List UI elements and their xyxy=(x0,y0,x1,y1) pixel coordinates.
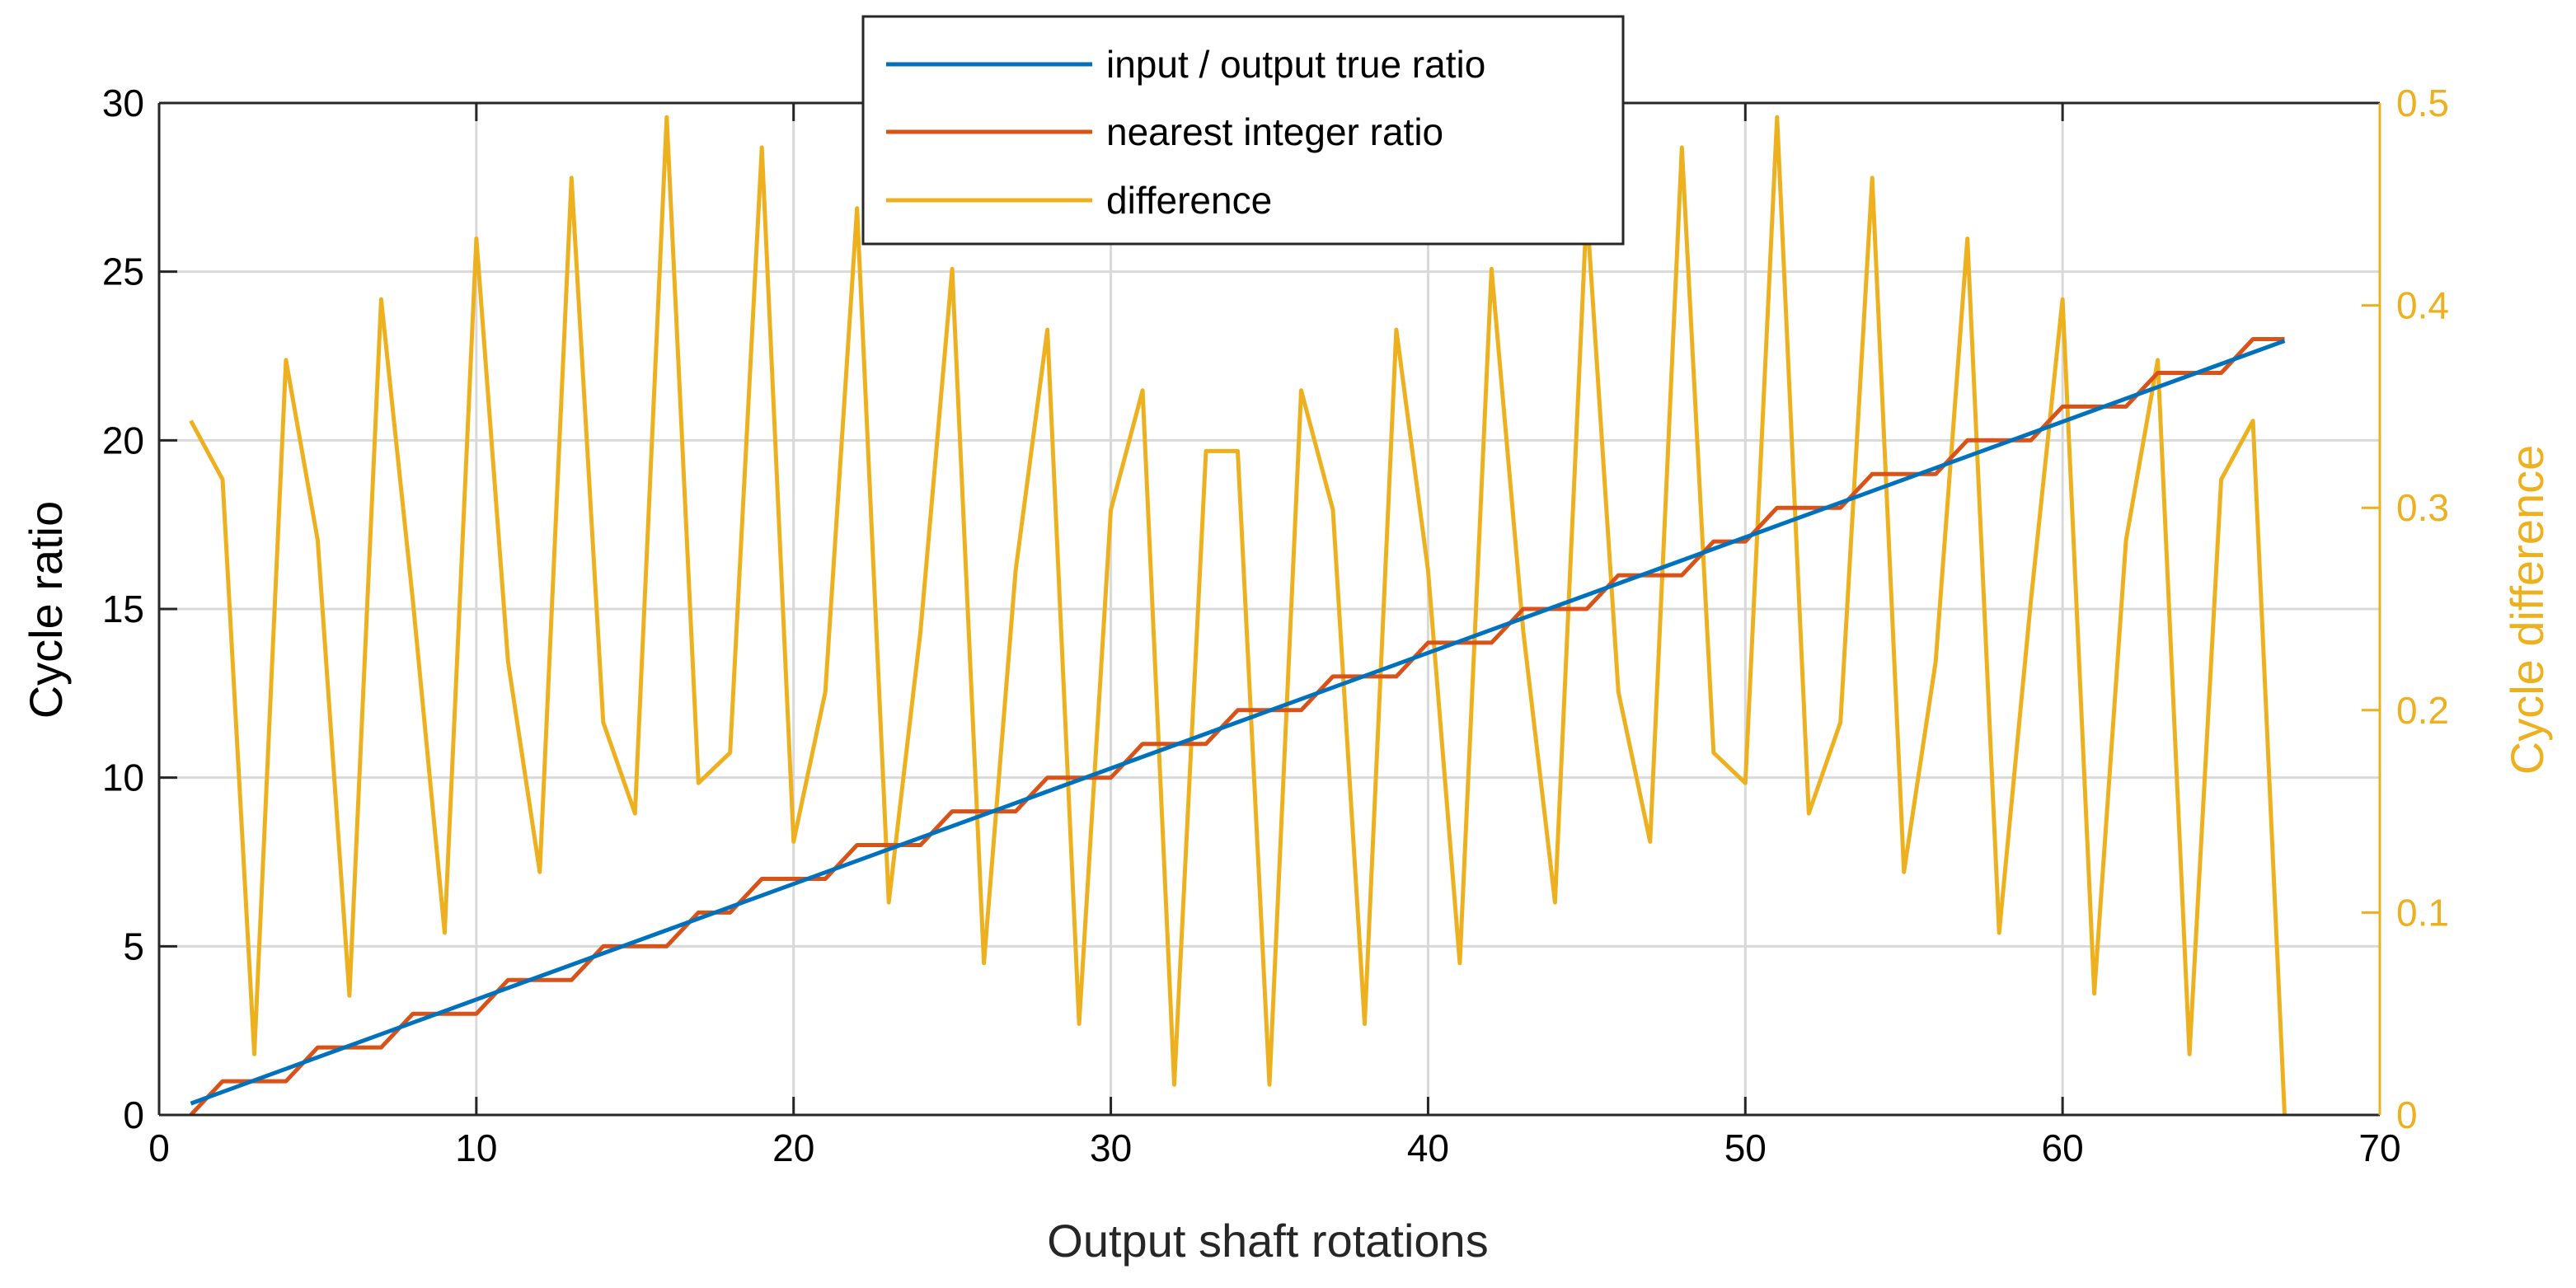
legend-label-difference: difference xyxy=(1106,179,1272,222)
y-left-tick-label: 30 xyxy=(102,82,144,124)
series-true-ratio-line xyxy=(190,339,2286,1106)
y-right-tick-label: 0.5 xyxy=(2396,82,2449,124)
series-difference-line xyxy=(189,115,2287,1116)
x-tick-label: 50 xyxy=(1724,1126,1767,1169)
y-right-tick-label: 0.3 xyxy=(2396,486,2449,529)
x-tick-label: 0 xyxy=(148,1126,170,1169)
legend: input / output true ratio nearest intege… xyxy=(861,15,1625,246)
y-right-tick-label: 0.4 xyxy=(2396,284,2449,327)
legend-label-true-ratio: input / output true ratio xyxy=(1106,43,1485,86)
x-tick-label: 70 xyxy=(2358,1126,2400,1169)
y-axis-right-title: Cycle difference xyxy=(2501,445,2553,775)
series-integer-ratio-line xyxy=(189,337,2285,1117)
y-right-tick-label: 0 xyxy=(2396,1094,2418,1136)
y-axis-left-title: Cycle ratio xyxy=(20,501,72,719)
y-left-tick-label: 10 xyxy=(102,756,144,799)
y-right-tick-label: 0.1 xyxy=(2396,891,2449,934)
series-layer xyxy=(189,115,2287,1117)
y-left-tick-label: 25 xyxy=(102,251,144,293)
x-axis-title: Output shaft rotations xyxy=(1047,1215,1488,1267)
x-tick-label: 10 xyxy=(455,1126,497,1169)
y-left-tick-label: 15 xyxy=(102,588,144,630)
tick-labels: 0 10 20 30 40 50 60 7005101520253000.10.20.30.4… xyxy=(102,82,2449,1169)
legend-label-integer-ratio: nearest integer ratio xyxy=(1106,110,1443,153)
x-tick-label: 40 xyxy=(1407,1126,1449,1169)
y-left-tick-label: 5 xyxy=(123,925,144,967)
y-left-tick-label: 20 xyxy=(102,419,144,461)
x-tick-label: 60 xyxy=(2042,1126,2084,1169)
x-tick-label: 30 xyxy=(1090,1126,1132,1169)
y-right-tick-label: 0.2 xyxy=(2396,689,2449,732)
y-left-tick-label: 0 xyxy=(123,1094,144,1136)
x-tick-label: 20 xyxy=(772,1126,814,1169)
